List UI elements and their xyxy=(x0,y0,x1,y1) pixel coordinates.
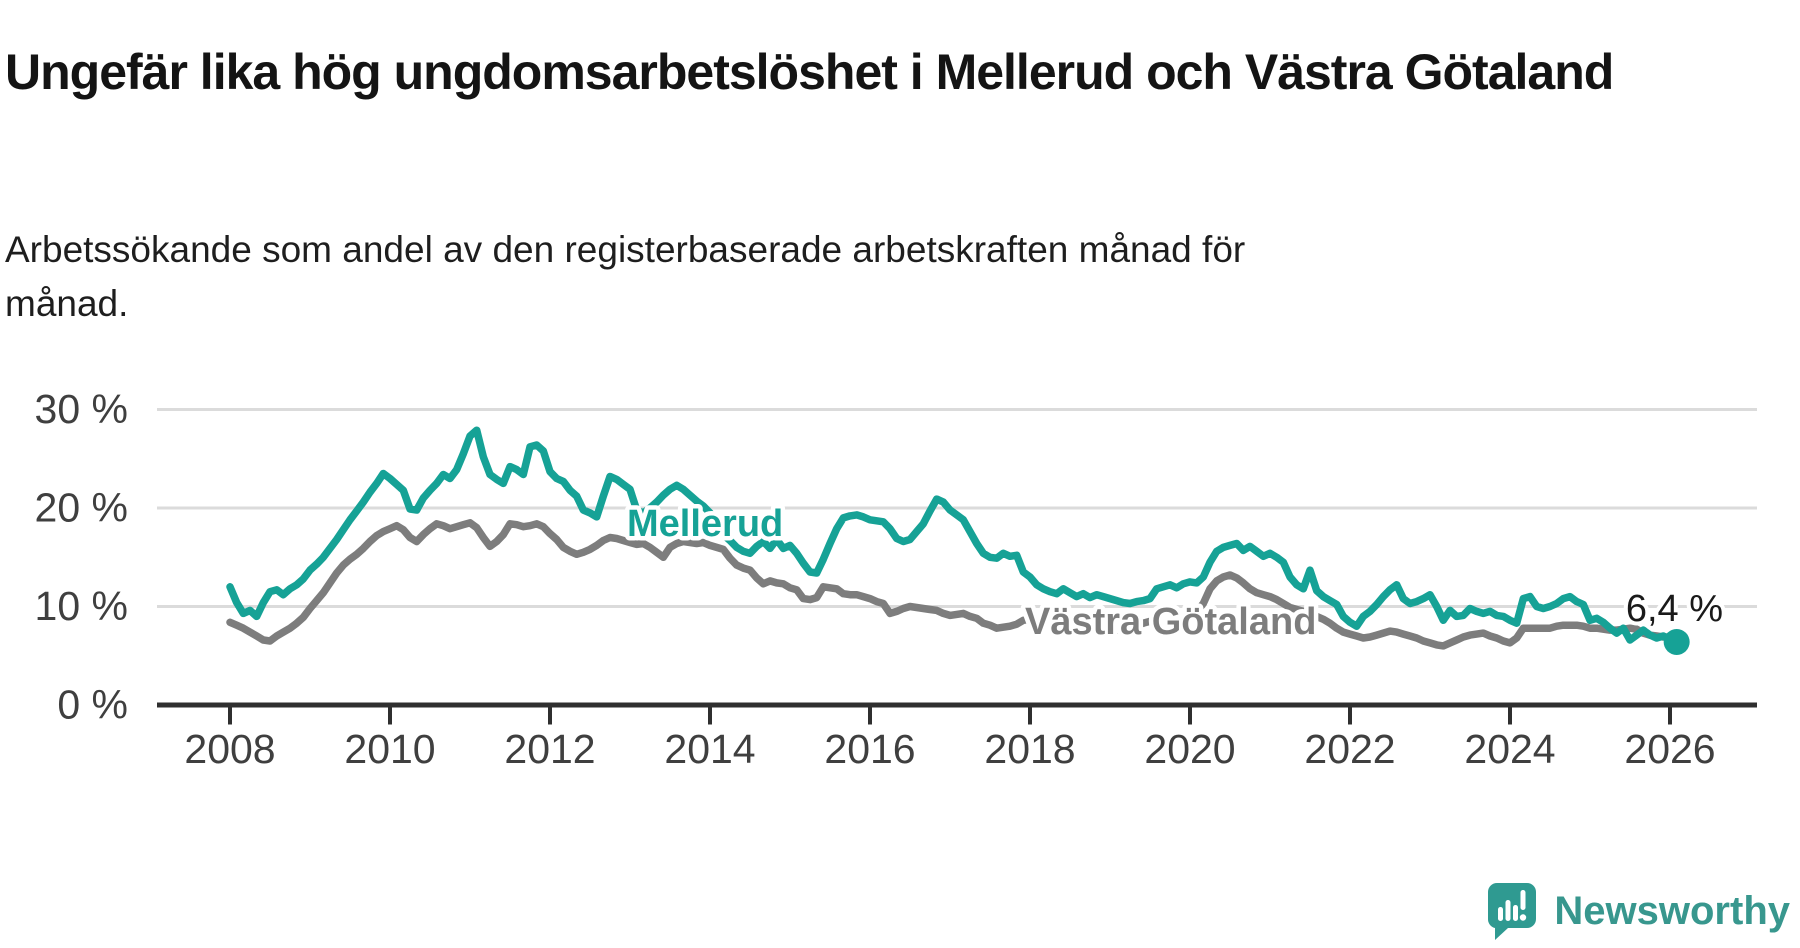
bar-2 xyxy=(1505,900,1511,921)
x-tick-label: 2026 xyxy=(1624,726,1715,772)
y-tick-label: 0 % xyxy=(57,682,128,728)
x-tick-label: 2024 xyxy=(1464,726,1555,772)
x-tick-label: 2008 xyxy=(184,726,275,772)
exclamation-bar xyxy=(1520,890,1526,910)
x-tick-label: 2020 xyxy=(1144,726,1235,772)
brand-name: Newsworthy xyxy=(1554,888,1790,933)
y-tick-label: 30 % xyxy=(35,386,128,432)
x-tick-label: 2012 xyxy=(504,726,595,772)
latest-value-label: 6,4 % xyxy=(1626,588,1723,630)
newsworthy-logo-icon xyxy=(1488,883,1537,940)
x-tick-label: 2022 xyxy=(1304,726,1395,772)
chart-line-mellerud xyxy=(226,426,1681,646)
bar-1 xyxy=(1498,907,1504,921)
page-subtitle: Arbetssökande som andel av den registerb… xyxy=(5,229,1246,324)
bar-3 xyxy=(1513,905,1519,921)
x-tick-label: 2016 xyxy=(824,726,915,772)
y-tick-label: 20 % xyxy=(35,485,128,531)
x-tick-label: 2018 xyxy=(984,726,1075,772)
speech-bubble-shape xyxy=(1488,883,1537,940)
x-tick-label: 2014 xyxy=(664,726,755,772)
x-tick-label: 2010 xyxy=(344,726,435,772)
exclamation-dot xyxy=(1520,914,1527,921)
series-label-mellerud: Mellerud xyxy=(627,503,783,545)
series-label-v-stra-g-taland: Västra Götaland xyxy=(1025,601,1316,643)
latest-value-dot xyxy=(1663,628,1690,655)
y-tick-label: 10 % xyxy=(35,583,128,629)
chart-line-v-stra-g-taland xyxy=(226,519,1681,650)
page-title: Ungefär lika hög ungdomsarbetslöshet i M… xyxy=(5,43,1614,100)
footer-brand: Newsworthy xyxy=(1486,882,1790,940)
